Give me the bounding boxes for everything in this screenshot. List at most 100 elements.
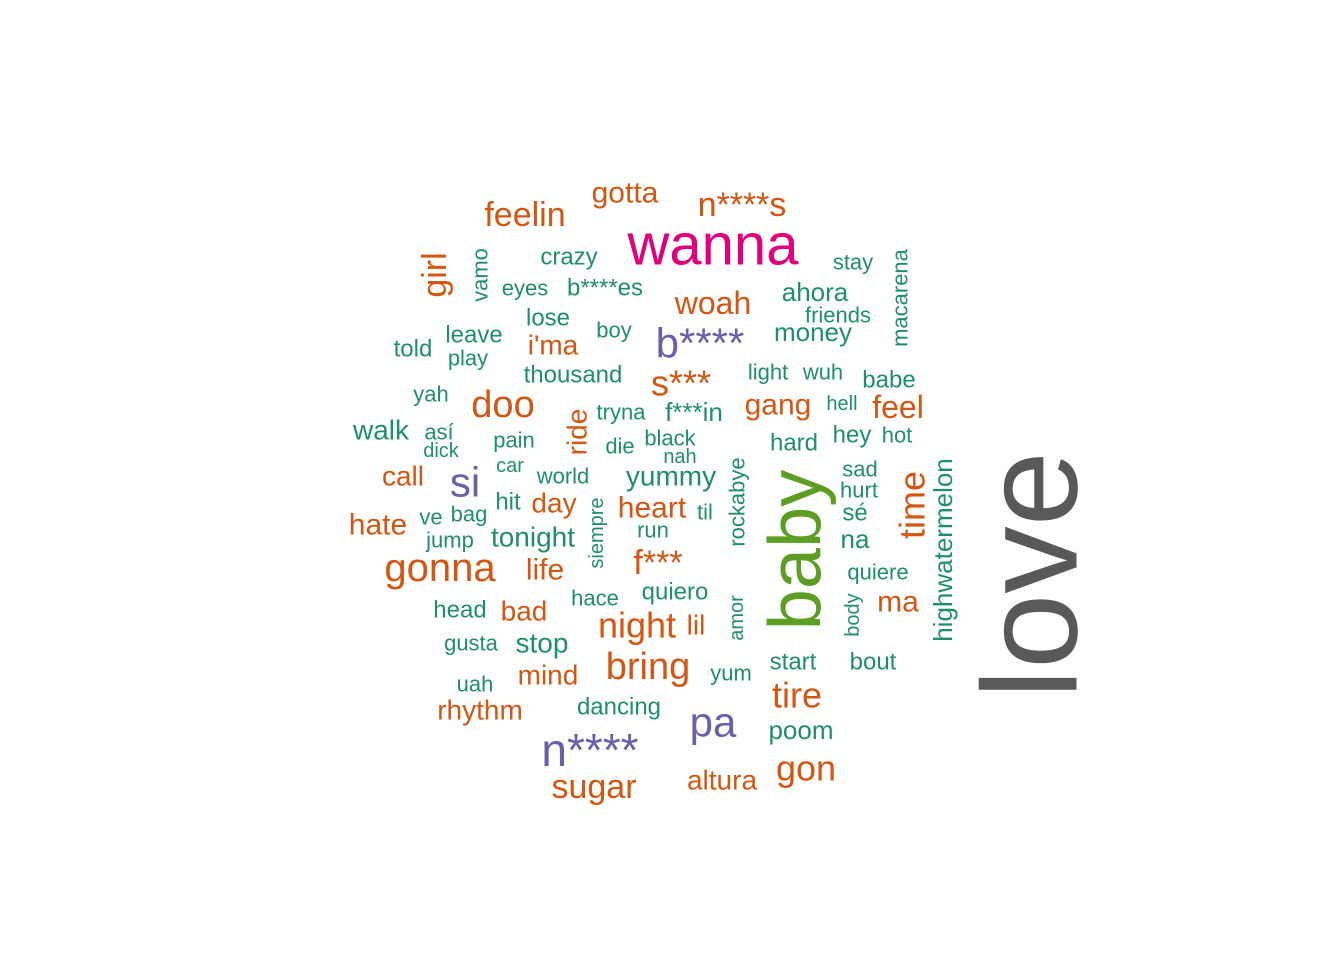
word-world: world [536, 464, 590, 489]
word-head: head [433, 597, 486, 624]
word-uah: uah [457, 672, 494, 697]
word-yum: yum [710, 661, 752, 686]
word-f-: f*** [633, 544, 682, 582]
word-sé: sé [842, 500, 867, 527]
word-quiero: quiero [642, 579, 709, 606]
word-thousand: thousand [524, 362, 623, 389]
word-hard: hard [770, 430, 818, 457]
word-babe: babe [862, 367, 915, 394]
word-f-in: f***in [665, 397, 723, 427]
word-b-es: b****es [567, 275, 643, 302]
word-eyes: eyes [502, 276, 548, 301]
word-jump: jump [425, 528, 474, 553]
word-vamo: vamo [468, 248, 493, 302]
word-stay: stay [833, 250, 873, 275]
word-rockabye: rockabye [725, 457, 750, 546]
word-yah: yah [413, 382, 448, 407]
word-así: así [424, 420, 453, 445]
word-ma: ma [877, 586, 919, 619]
word-body: body [842, 593, 864, 636]
word-wanna: wanna [627, 213, 800, 278]
word-crazy: crazy [540, 244, 597, 271]
word-tonight: tonight [491, 522, 575, 553]
word-ve: ve [419, 505, 442, 530]
word-told: told [394, 336, 433, 363]
word-doo: doo [471, 384, 534, 426]
word-car: car [496, 455, 524, 477]
word-til: til [697, 500, 713, 525]
word-start: start [770, 649, 817, 676]
word-tryna: tryna [597, 400, 647, 425]
word-ride: ride [562, 409, 593, 456]
word-hate: hate [349, 509, 407, 542]
word-sad: sad [842, 457, 877, 482]
word-love: love [955, 451, 1106, 699]
word-run: run [637, 518, 669, 543]
word-gon: gon [776, 748, 836, 789]
word-hurt: hurt [840, 478, 878, 503]
word-hace: hace [571, 586, 619, 611]
word-si: si [450, 459, 480, 506]
word-heart: heart [618, 492, 687, 525]
word-gonna: gonna [384, 546, 496, 590]
word-light: light [748, 360, 788, 385]
word-lose: lose [526, 305, 570, 332]
word-baby: baby [754, 470, 837, 630]
word-play: play [448, 346, 488, 371]
word-amor: amor [726, 595, 748, 641]
word-hell: hell [826, 393, 857, 415]
word-time: time [892, 471, 933, 539]
word-ahora: ahora [782, 277, 849, 307]
word-n-: n**** [541, 724, 638, 776]
word-dancing: dancing [577, 694, 661, 721]
word-hot: hot [882, 423, 913, 448]
word-mind: mind [518, 660, 579, 691]
word-tire: tire [772, 675, 822, 716]
word-black: black [644, 426, 696, 451]
word-feelin: feelin [484, 196, 565, 234]
word-money: money [774, 317, 852, 347]
word-leave: leave [445, 322, 502, 349]
word-yummy: yummy [626, 461, 716, 492]
word-life: life [526, 554, 564, 587]
word-quiere: quiere [847, 560, 908, 585]
word-dick: dick [423, 440, 460, 462]
word-s-: s*** [651, 363, 711, 404]
word-b-: b**** [656, 320, 745, 367]
word-feel: feel [872, 389, 924, 425]
word-na: na [841, 524, 870, 554]
word-stop: stop [516, 628, 569, 659]
word-n-s: n****s [698, 186, 787, 224]
word-i-ma: i'ma [528, 330, 579, 361]
word-highwatermelon: highwatermelon [928, 458, 958, 642]
word-wuh: wuh [802, 360, 843, 385]
word-bout: bout [850, 649, 897, 676]
word-gusta: gusta [444, 631, 499, 656]
word-poom: poom [768, 715, 833, 745]
word-hey: hey [833, 422, 872, 449]
word-pain: pain [493, 428, 535, 453]
word-pa: pa [690, 699, 737, 746]
word-rhythm: rhythm [437, 695, 523, 726]
word-nah: nah [663, 446, 696, 468]
word-gotta: gotta [592, 177, 659, 210]
word-lil: lil [687, 610, 706, 641]
word-girl: girl [416, 252, 454, 297]
word-siempre: siempre [586, 497, 608, 568]
word-woah: woah [674, 285, 752, 321]
word-sugar: sugar [551, 768, 636, 806]
word-gang: gang [745, 389, 812, 422]
word-bring: bring [606, 646, 691, 688]
word-macarena: macarena [888, 248, 913, 347]
word-call: call [382, 461, 424, 492]
word-altura: altura [687, 765, 757, 796]
word-die: die [605, 434, 634, 459]
word-boy: boy [596, 318, 631, 343]
word-bag: bag [451, 502, 488, 527]
word-bad: bad [501, 596, 548, 627]
word-walk: walk [352, 415, 410, 446]
word-day: day [531, 488, 576, 519]
word-friends: friends [805, 303, 871, 328]
word-night: night [598, 605, 676, 646]
